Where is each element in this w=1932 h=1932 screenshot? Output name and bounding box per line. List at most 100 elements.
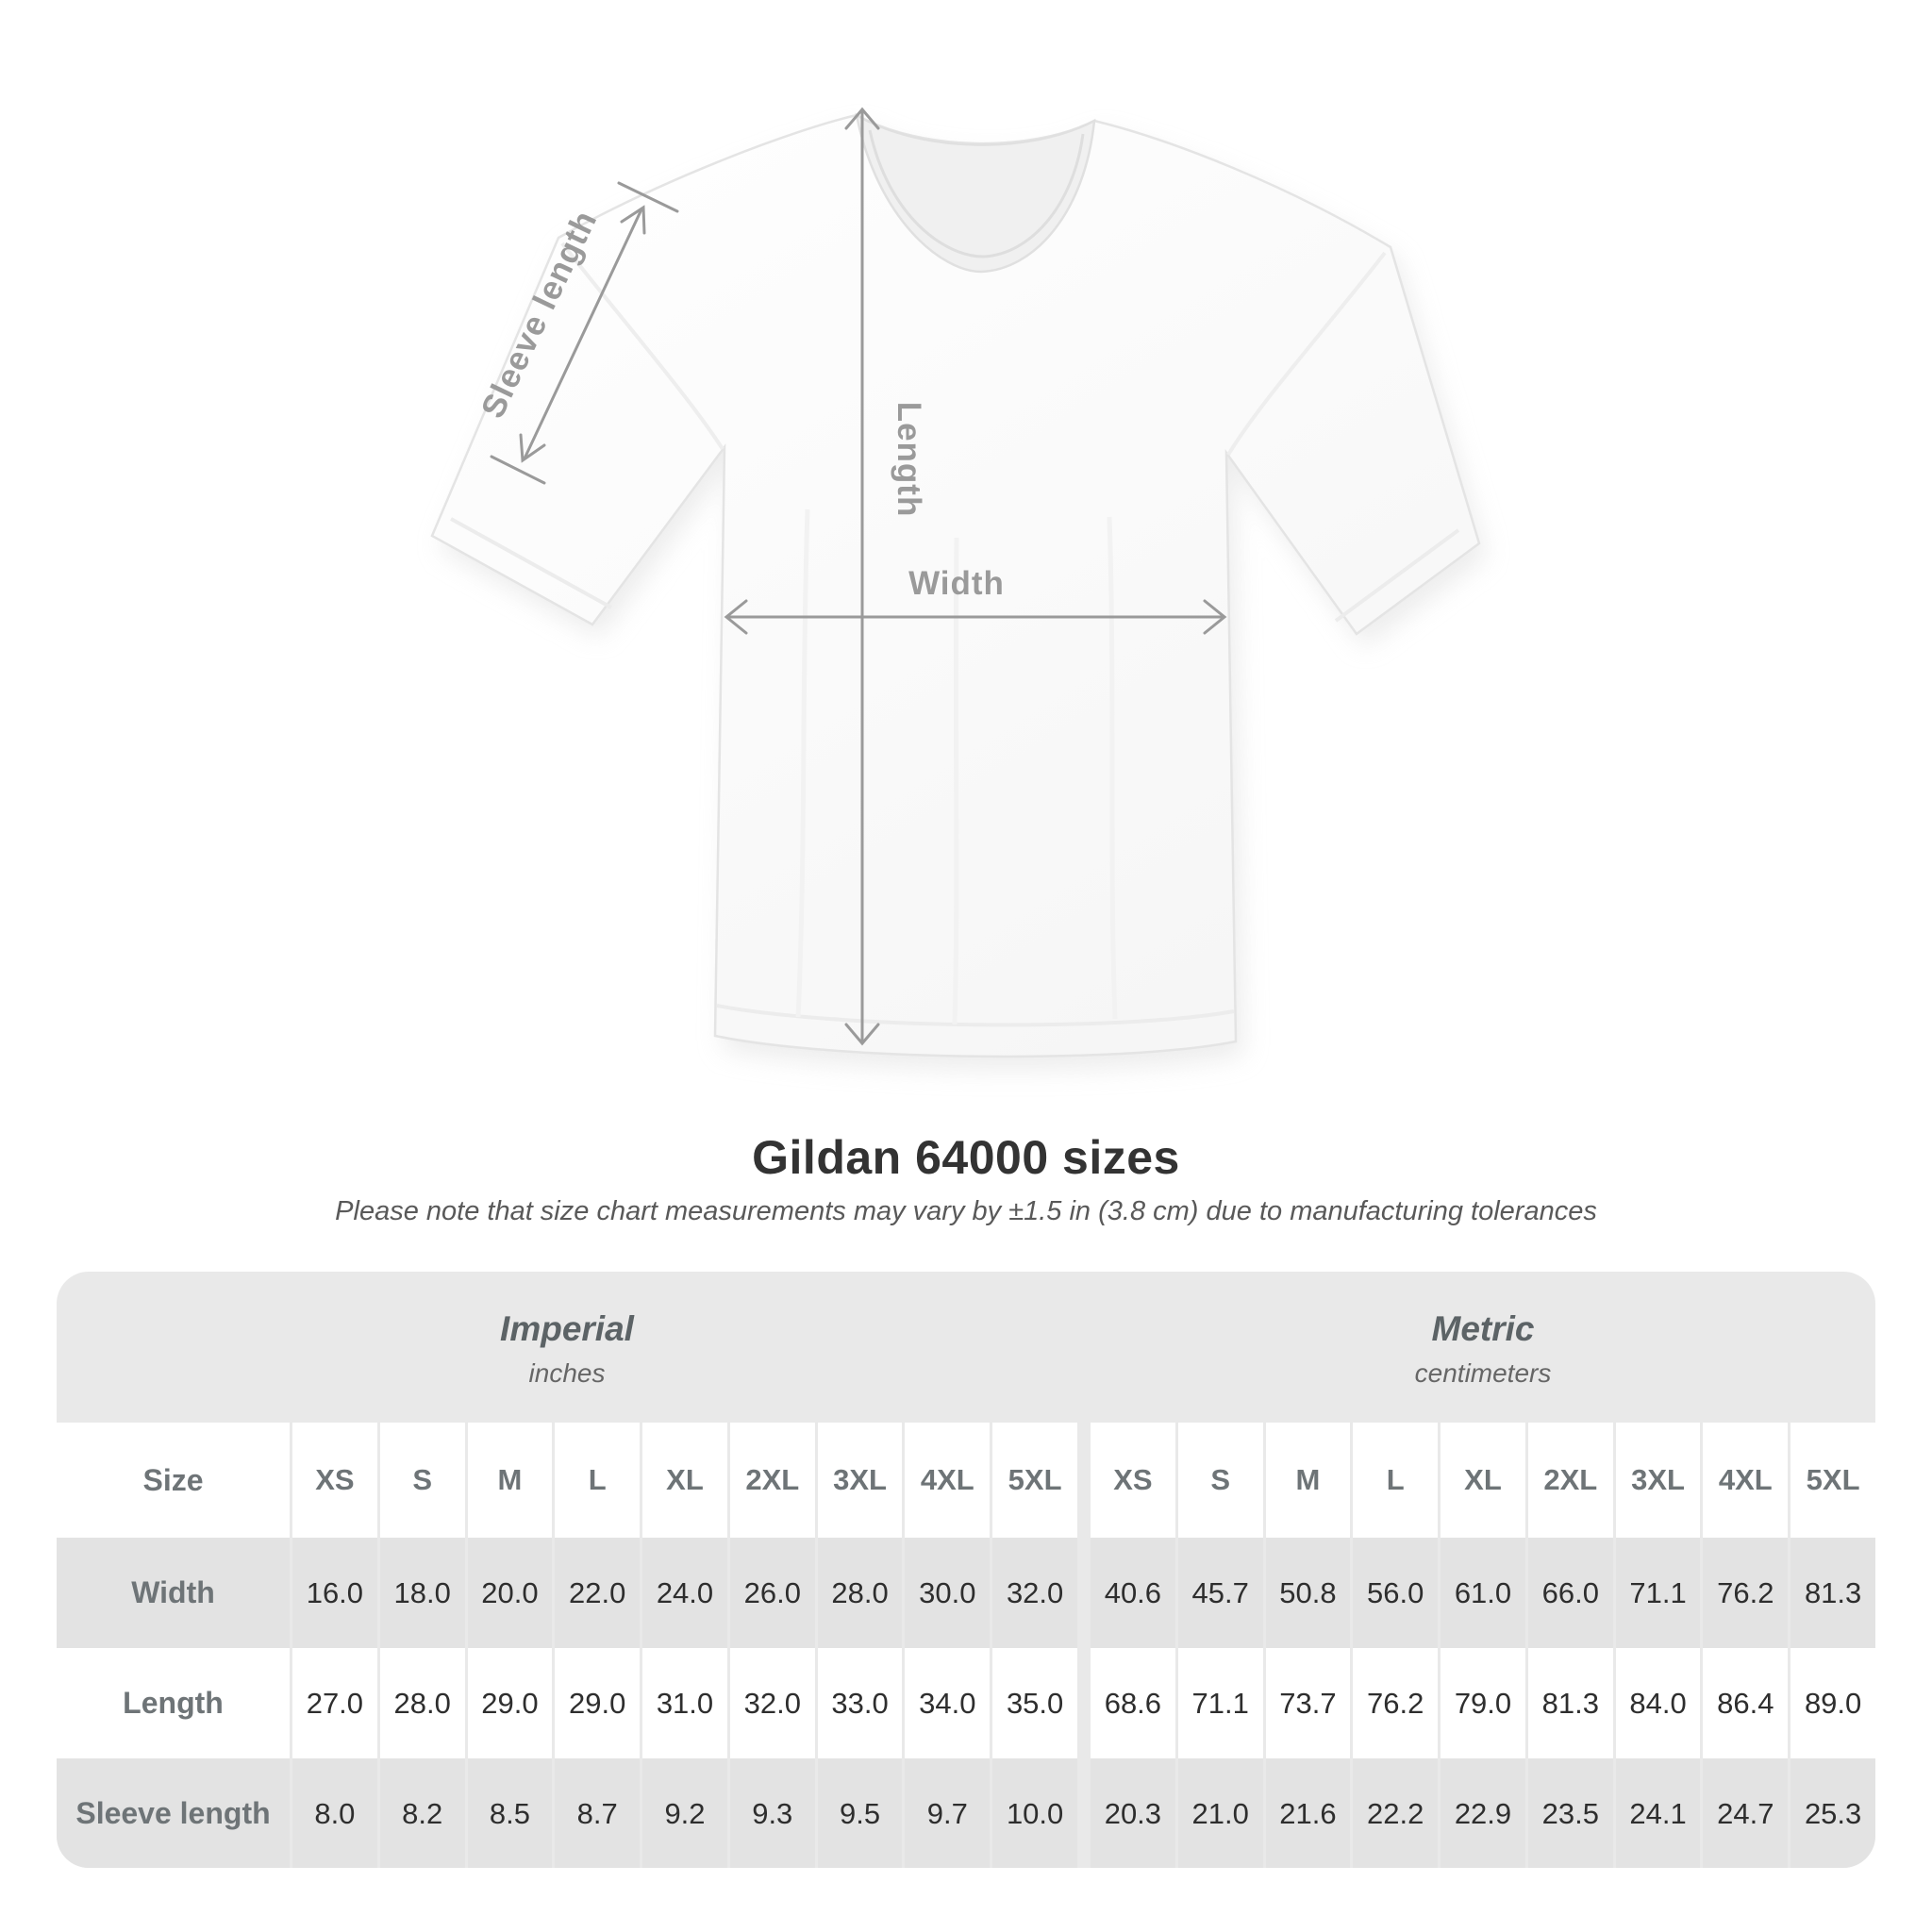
size-header-metric-5xl: 5XL	[1790, 1423, 1875, 1538]
table-cell: 16.0	[292, 1538, 377, 1648]
table-cell: 28.0	[817, 1538, 903, 1648]
table-cell: 76.2	[1703, 1538, 1789, 1648]
table-cell: 9.2	[642, 1758, 727, 1868]
table-row-length: Length 27.0 28.0 29.0 29.0 31.0 32.0 33.…	[57, 1648, 1875, 1758]
table-cell: 68.6	[1091, 1648, 1175, 1758]
table-cell: 28.0	[379, 1648, 465, 1758]
table-cell: 8.7	[555, 1758, 641, 1868]
size-header-imperial-l: L	[555, 1423, 641, 1538]
table-cell: 61.0	[1441, 1538, 1525, 1648]
table-cell: 8.2	[379, 1758, 465, 1868]
unit-divider	[1080, 1538, 1088, 1648]
table-cell: 84.0	[1615, 1648, 1701, 1758]
size-header-imperial-xl: XL	[642, 1423, 727, 1538]
table-cell: 10.0	[992, 1758, 1077, 1868]
table-cell: 24.0	[642, 1538, 727, 1648]
size-header-metric-s: S	[1177, 1423, 1263, 1538]
length-label: Length	[891, 402, 927, 518]
table-cell: 31.0	[642, 1648, 727, 1758]
table-cell: 76.2	[1353, 1648, 1439, 1758]
page-title: Gildan 64000 sizes	[752, 1131, 1180, 1184]
fabric-wrinkles	[795, 508, 1118, 1025]
table-cell: 29.0	[467, 1648, 553, 1758]
size-header-metric-m: M	[1265, 1423, 1351, 1538]
tshirt-diagram-svg: Sleeve length Length Width	[430, 107, 1487, 1070]
right-cuff-hem	[1334, 528, 1460, 623]
size-header-metric-2xl: 2XL	[1527, 1423, 1613, 1538]
size-header-imperial-3xl: 3XL	[817, 1423, 903, 1538]
table-cell: 24.1	[1615, 1758, 1701, 1868]
size-header-imperial-4xl: 4XL	[905, 1423, 991, 1538]
table-cell: 20.0	[467, 1538, 553, 1648]
collar-band-stitch	[868, 129, 1085, 258]
width-label: Width	[908, 565, 1005, 602]
table-cell: 9.7	[905, 1758, 991, 1868]
bottom-hem-stitch	[716, 1004, 1235, 1027]
table-cell: 22.9	[1441, 1758, 1525, 1868]
table-cell: 9.5	[817, 1758, 903, 1868]
length-arrow	[844, 107, 880, 1046]
table-cell: 71.1	[1177, 1648, 1263, 1758]
table-cell: 32.0	[729, 1648, 815, 1758]
metric-unit-header: Metric centimeters	[1091, 1272, 1875, 1423]
row-label-sleeve-length: Sleeve length	[57, 1758, 290, 1868]
table-cell: 50.8	[1265, 1538, 1351, 1648]
size-header-metric-3xl: 3XL	[1615, 1423, 1701, 1538]
table-cell: 20.3	[1091, 1758, 1175, 1868]
table-cell: 32.0	[992, 1538, 1077, 1648]
table-cell: 29.0	[555, 1648, 641, 1758]
left-armhole-seam	[560, 242, 724, 451]
tshirt-measurement-diagram: Sleeve length Length Width	[430, 107, 1487, 1070]
table-cell: 86.4	[1703, 1648, 1789, 1758]
width-arrow	[724, 599, 1227, 635]
size-header-imperial-xs: XS	[292, 1423, 377, 1538]
table-cell: 21.0	[1177, 1758, 1263, 1868]
tshirt-photo	[430, 112, 1481, 1058]
table-cell: 8.0	[292, 1758, 377, 1868]
size-header-metric-l: L	[1353, 1423, 1439, 1538]
size-header-metric-4xl: 4XL	[1703, 1423, 1789, 1538]
table-cell: 34.0	[905, 1648, 991, 1758]
size-table: Imperial inches Metric centimeters Size …	[57, 1272, 1875, 1868]
table-cell: 40.6	[1091, 1538, 1175, 1648]
size-header-row: Size XS S M L XL 2XL 3XL 4XL 5XL XS S M …	[57, 1423, 1875, 1538]
table-row-width: Width 16.0 18.0 20.0 22.0 24.0 26.0 28.0…	[57, 1538, 1875, 1648]
metric-unit: centimeters	[1414, 1358, 1552, 1388]
size-corner-label: Size	[57, 1423, 290, 1538]
table-cell: 35.0	[992, 1648, 1077, 1758]
table-cell: 25.3	[1790, 1758, 1875, 1868]
imperial-unit: inches	[528, 1358, 606, 1388]
unit-header-row: Imperial inches Metric centimeters	[57, 1272, 1875, 1423]
left-cuff-hem	[450, 517, 612, 609]
imperial-label: Imperial	[500, 1309, 634, 1348]
table-cell: 22.0	[555, 1538, 641, 1648]
imperial-unit-header: Imperial inches	[57, 1272, 1077, 1423]
table-cell: 18.0	[379, 1538, 465, 1648]
unit-divider	[1080, 1423, 1088, 1538]
size-header-imperial-m: M	[467, 1423, 553, 1538]
table-cell: 73.7	[1265, 1648, 1351, 1758]
table-cell: 81.3	[1790, 1538, 1875, 1648]
table-cell: 33.0	[817, 1648, 903, 1758]
table-cell: 71.1	[1615, 1538, 1701, 1648]
table-cell: 24.7	[1703, 1758, 1789, 1868]
row-label-width: Width	[57, 1538, 290, 1648]
size-header-metric-xs: XS	[1091, 1423, 1175, 1538]
table-cell: 26.0	[729, 1538, 815, 1648]
table-row-sleeve-length: Sleeve length 8.0 8.2 8.5 8.7 9.2 9.3 9.…	[57, 1758, 1875, 1868]
table-cell: 8.5	[467, 1758, 553, 1868]
table-cell: 30.0	[905, 1538, 991, 1648]
table-cell: 45.7	[1177, 1538, 1263, 1648]
table-cell: 9.3	[729, 1758, 815, 1868]
table-cell: 23.5	[1527, 1758, 1613, 1868]
table-cell: 79.0	[1441, 1648, 1525, 1758]
metric-label: Metric	[1431, 1309, 1535, 1348]
size-header-imperial-2xl: 2XL	[729, 1423, 815, 1538]
table-cell: 56.0	[1353, 1538, 1439, 1648]
table-cell: 22.2	[1353, 1758, 1439, 1868]
row-label-length: Length	[57, 1648, 290, 1758]
table-cell: 66.0	[1527, 1538, 1613, 1648]
table-cell: 21.6	[1265, 1758, 1351, 1868]
table-cell: 27.0	[292, 1648, 377, 1758]
